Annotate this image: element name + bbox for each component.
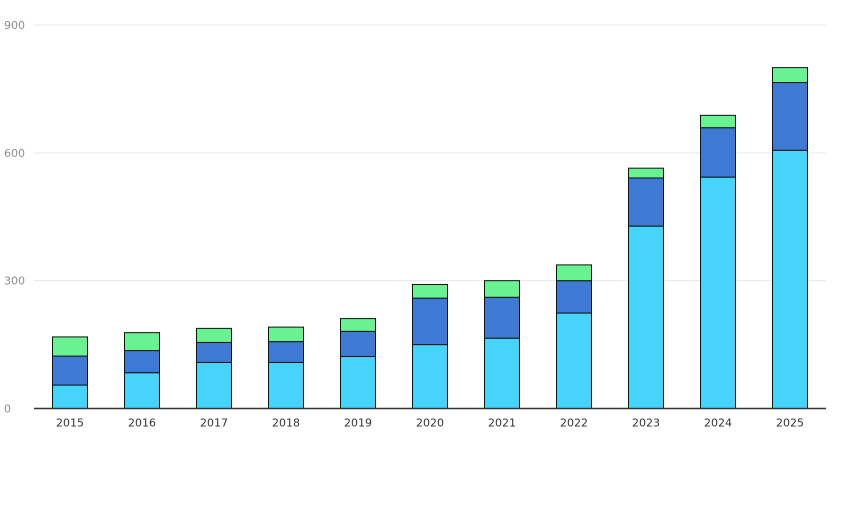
bar-2024-series-3 [700, 114, 736, 129]
bar-2015-series-1 [52, 384, 88, 410]
bar-2020-series-3 [412, 284, 448, 299]
bar-2023-series-2 [628, 177, 664, 227]
x-tick-label-2017: 2017 [200, 417, 228, 430]
x-tick-label-2016: 2016 [128, 417, 156, 430]
bar-2022-series-3 [556, 264, 592, 282]
x-tick-label-2022: 2022 [560, 417, 588, 430]
bar-2024-series-2 [700, 127, 736, 178]
bar-2021-series-2 [484, 296, 520, 339]
bar-2021-series-1 [484, 337, 520, 410]
bar-2025-series-3 [772, 67, 808, 84]
bar-2017-series-1 [196, 361, 232, 410]
bar-2015-series-2 [52, 355, 88, 386]
labels-layer: 0 300 600 900 2015 2016 2017 2018 2019 2020 2021 20… [4, 19, 804, 430]
bar-2018-series-3 [268, 326, 304, 343]
bar-2018-series-2 [268, 341, 304, 363]
bar-2022-series-2 [556, 280, 592, 314]
x-tick-label-2021: 2021 [488, 417, 516, 430]
bar-2024-series-1 [700, 176, 736, 409]
x-tick-label-2023: 2023 [632, 417, 660, 430]
bar-2020-series-2 [412, 297, 448, 346]
grid-layer [34, 24, 826, 282]
bar-2016-series-2 [124, 350, 160, 374]
bar-2025-series-1 [772, 149, 808, 409]
bar-2019-series-2 [340, 330, 376, 358]
y-tick-label-600: 600 [4, 147, 25, 160]
x-tick-label-2020: 2020 [416, 417, 444, 430]
bar-2025-series-2 [772, 82, 808, 151]
y-tick-label-0: 0 [4, 403, 11, 416]
x-tick-label-2019: 2019 [344, 417, 372, 430]
x-tick-label-2015: 2015 [56, 417, 84, 430]
x-tick-label-2024: 2024 [704, 417, 732, 430]
bars-layer [52, 67, 808, 410]
bar-2017-series-2 [196, 341, 232, 363]
bar-2019-series-3 [340, 318, 376, 332]
bar-2015-series-3 [52, 336, 88, 357]
bar-2020-series-1 [412, 344, 448, 410]
bar-2019-series-1 [340, 356, 376, 409]
y-tick-label-900: 900 [4, 19, 25, 32]
bar-2023-series-1 [628, 225, 664, 409]
y-tick-label-300: 300 [4, 275, 25, 288]
bar-2018-series-1 [268, 361, 304, 410]
bar-2016-series-1 [124, 372, 160, 409]
bar-2017-series-3 [196, 327, 232, 343]
bar-2023-series-3 [628, 167, 664, 179]
bar-2016-series-3 [124, 332, 160, 352]
x-tick-label-2025: 2025 [776, 417, 804, 430]
bar-2022-series-1 [556, 312, 592, 410]
x-tick-label-2018: 2018 [272, 417, 300, 430]
bar-2021-series-3 [484, 280, 520, 298]
